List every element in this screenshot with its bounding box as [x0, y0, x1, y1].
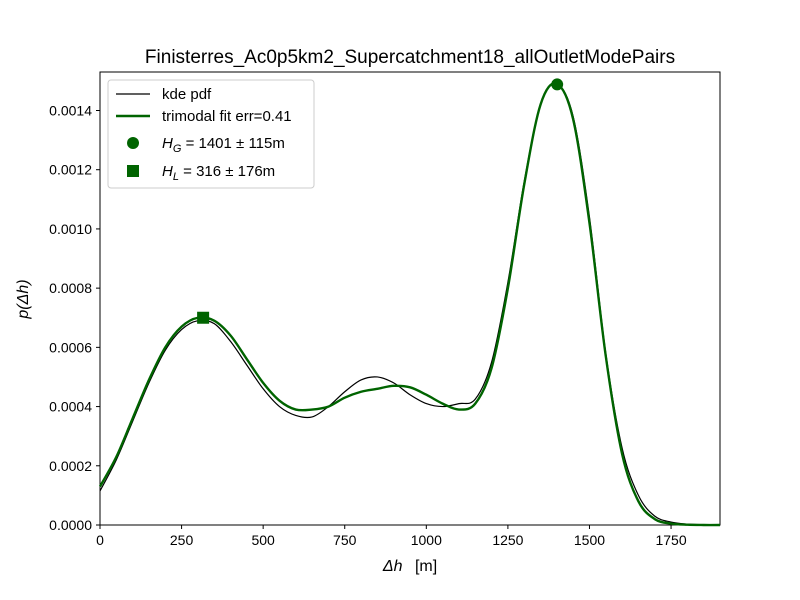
legend-marker-hg	[127, 137, 139, 149]
x-axis: 0 250 500 750 1000 1250 1500 1750	[96, 525, 687, 548]
y-tick-label: 0.0012	[49, 162, 92, 178]
y-tick-label: 0.0008	[49, 280, 92, 296]
x-axis-unit: [m]	[415, 558, 437, 575]
x-tick-label: 1500	[574, 532, 605, 548]
x-tick-label: 250	[170, 532, 194, 548]
marker-hl	[197, 311, 210, 324]
y-tick-label: 0.0006	[49, 339, 92, 355]
plot-frame	[99, 71, 721, 526]
y-tick-label: 0.0002	[49, 458, 92, 474]
y-tick-label: 0.0010	[49, 221, 92, 237]
x-axis-label: Δh [m]	[382, 558, 437, 575]
x-tick-label: 500	[251, 532, 275, 548]
legend-label-fit: trimodal fit err=0.41	[162, 108, 292, 125]
legend-box	[107, 79, 315, 189]
x-axis-symbol: Δh	[382, 558, 403, 575]
y-tick-label: 0.0014	[49, 102, 92, 118]
y-axis-label: p(Δh)	[15, 279, 32, 319]
x-tick-label: 1250	[492, 532, 523, 548]
y-tick-label: 0.0004	[49, 399, 92, 415]
legend: kde pdf trimodal fit err=0.41 HG = 1401 …	[107, 79, 315, 189]
chart-title: Finisterres_Ac0p5km2_Supercatchment18_al…	[145, 47, 675, 68]
marker-hg	[551, 78, 564, 91]
x-tick-label: 750	[333, 532, 357, 548]
y-tick-label: 0.0000	[49, 517, 92, 533]
x-tick-label: 1750	[655, 532, 686, 548]
legend-label-kde: kde pdf	[162, 86, 212, 103]
x-tick-label: 1000	[411, 532, 442, 548]
y-axis: 0.0000 0.0002 0.0004 0.0006 0.0008 0.0010 0.00…	[49, 102, 100, 533]
legend-label-hg: HG = 1401 ± 115m	[162, 135, 285, 155]
legend-marker-hl	[127, 165, 139, 177]
legend-label-hl: HL = 316 ± 176m	[162, 163, 275, 183]
marker-layer	[197, 78, 564, 324]
x-tick-label: 0	[96, 532, 104, 548]
plot-area	[99, 71, 721, 526]
